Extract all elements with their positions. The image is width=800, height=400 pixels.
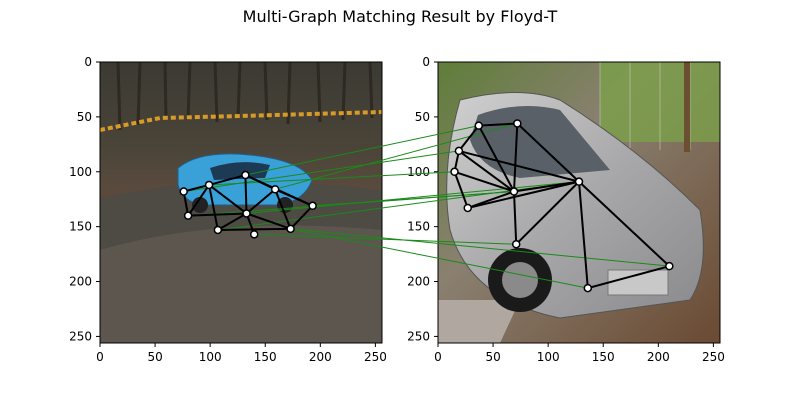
- left-x-tick-label: 100: [199, 350, 222, 364]
- right-graph-node: [509, 187, 519, 196]
- match-line: [245, 125, 479, 176]
- left-image: [100, 62, 382, 343]
- left-graph-node: [183, 211, 193, 220]
- right-y-tick-label: 50: [415, 110, 430, 124]
- right-axes: 0 50 100 150 200 250 0 50 100 150 200 250: [407, 55, 725, 364]
- right-y-tick-label: 250: [407, 329, 430, 343]
- left-y-tick-label: 250: [69, 329, 92, 343]
- left-graph-edge: [187, 183, 211, 217]
- left-graph: [179, 170, 317, 239]
- right-x-tick-label: 0: [434, 350, 442, 364]
- match-line: [217, 181, 580, 231]
- left-graph-edge: [245, 212, 292, 230]
- left-graph-edge: [274, 188, 292, 230]
- left-graph-node: [242, 209, 251, 218]
- right-graph-edge: [477, 122, 519, 127]
- right-y-tick-label: 100: [407, 165, 430, 179]
- right-graph-edge: [457, 149, 580, 183]
- right-graph-edge: [513, 122, 519, 193]
- right-graph-edge: [586, 265, 671, 290]
- left-graph-edge: [216, 212, 248, 231]
- match-lines: [183, 122, 670, 289]
- left-graph-node: [241, 170, 250, 180]
- right-graph-edge: [515, 180, 580, 246]
- match-line: [290, 228, 670, 267]
- right-graph-edge: [513, 190, 518, 246]
- left-x-tick-label: 250: [364, 350, 387, 364]
- right-y-tick-label: 200: [407, 275, 430, 289]
- right-graph-edge: [453, 170, 516, 193]
- left-x-tick-label: 50: [147, 350, 162, 364]
- left-graph-node: [179, 187, 188, 196]
- right-graph-node: [450, 167, 459, 177]
- right-graph-node: [511, 239, 521, 249]
- right-graph-node: [513, 119, 522, 128]
- right-x-tick-label: 200: [647, 350, 670, 364]
- match-line: [209, 171, 455, 186]
- right-y-tick-label: 150: [407, 220, 430, 234]
- right-graph-node: [574, 177, 584, 186]
- left-graph-node: [204, 180, 214, 190]
- left-x-tick-label: 0: [96, 350, 104, 364]
- right-image: [438, 62, 720, 343]
- right-graph-edge: [453, 170, 469, 209]
- right-graph-node: [474, 121, 484, 130]
- right-graph-edge: [578, 180, 589, 290]
- left-y-tick-label: 0: [84, 55, 92, 69]
- left-graph-edge: [289, 204, 314, 230]
- left-graph-node: [249, 230, 259, 239]
- right-graph-node: [463, 203, 472, 213]
- right-graph-edge: [477, 124, 516, 193]
- left-graph-edge: [245, 188, 277, 215]
- right-x-tick-label: 150: [592, 350, 615, 364]
- match-line: [183, 150, 460, 193]
- right-graph-edge: [516, 122, 580, 183]
- chart-title: Multi-Graph Matching Result by Floyd-T: [243, 7, 558, 26]
- left-graph-node: [308, 201, 317, 211]
- match-line: [290, 228, 588, 289]
- left-y-tick-label: 150: [69, 220, 92, 234]
- left-graph-edge: [244, 174, 248, 215]
- left-graph-node: [286, 224, 295, 234]
- left-y-tick-label: 200: [69, 275, 92, 289]
- right-x-tick-label: 250: [702, 350, 725, 364]
- right-graph-edge: [578, 180, 671, 268]
- right-x-tick-label: 100: [537, 350, 560, 364]
- left-graph-node: [270, 185, 280, 194]
- left-y-tick-label: 100: [69, 165, 92, 179]
- left-graph-edge: [208, 174, 247, 186]
- left-graph-edge: [187, 212, 248, 217]
- left-x-tick-label: 200: [309, 350, 332, 364]
- match-line: [254, 233, 517, 245]
- left-graph-edge: [182, 183, 211, 193]
- left-axes: 0 50 100 150 200 250 0 50 100 150 200 250: [69, 55, 387, 364]
- right-y-tick-label: 0: [422, 55, 430, 69]
- right-graph-node: [454, 146, 464, 156]
- right-graph-edge: [466, 180, 580, 209]
- left-y-tick-label: 50: [77, 110, 92, 124]
- match-line: [275, 122, 518, 190]
- right-graph-node: [583, 283, 593, 293]
- right-graph-edge: [457, 149, 516, 193]
- left-graph-node: [213, 225, 223, 235]
- left-x-tick-label: 150: [254, 350, 277, 364]
- right-graph-node: [665, 261, 674, 271]
- right-x-tick-label: 50: [485, 350, 500, 364]
- right-graph-edge: [457, 124, 480, 152]
- match-line: [246, 181, 580, 214]
- left-graph-edge: [208, 183, 219, 231]
- right-graph: [450, 119, 674, 293]
- left-graph-edge: [216, 227, 292, 231]
- left-graph-edge: [208, 183, 248, 215]
